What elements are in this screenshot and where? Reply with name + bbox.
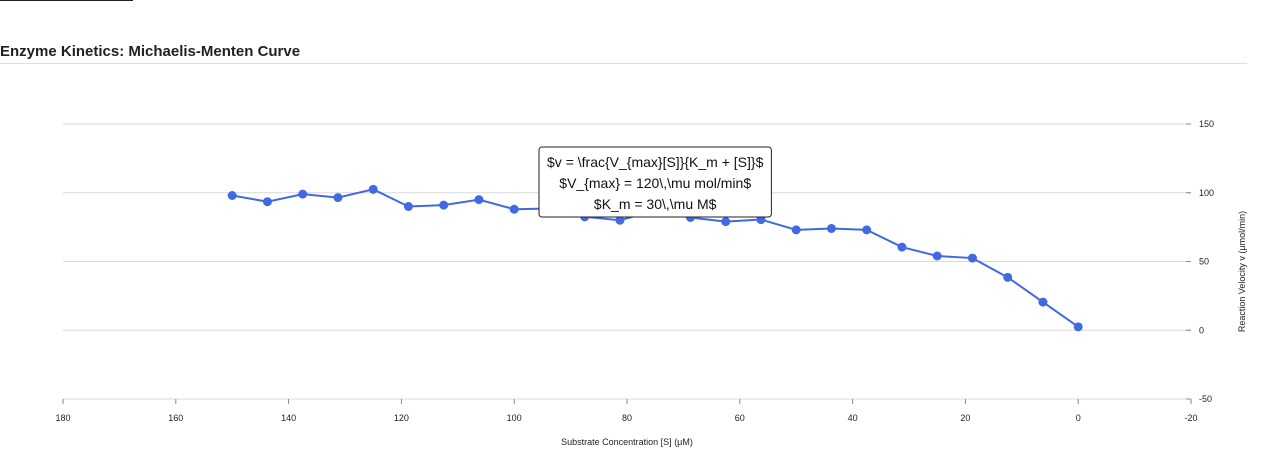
data-point [615, 215, 625, 225]
x-axis-label: Substrate Concentration [S] (μM) [561, 437, 693, 447]
data-point [1038, 297, 1048, 307]
annotation-text: $v = \frac{V_{max}[S]}{K_m + [S]}$ [547, 154, 764, 170]
x-tick-label: 80 [622, 413, 632, 423]
annotation-text: $V_{max} = 120\,\mu mol/min$ [559, 175, 751, 191]
title-divider [0, 63, 1247, 64]
x-tick-label: 40 [848, 413, 858, 423]
data-point [509, 204, 519, 214]
data-point [721, 217, 731, 227]
data-point [227, 191, 237, 200]
annotation-layer: $v = \frac{V_{max}[S]}{K_m + [S]}$ $V_{ma… [538, 146, 772, 218]
x-tick-label: 60 [735, 413, 745, 423]
x-tick-label: 120 [394, 413, 409, 423]
data-point [967, 253, 977, 263]
top-divider [0, 0, 133, 1]
annotation-text: $K_m = 30\,\mu M$ [594, 196, 717, 212]
x-tick-label: 20 [960, 413, 970, 423]
data-point [862, 225, 872, 235]
data-point [298, 189, 308, 199]
data-point [897, 242, 907, 252]
y-axis-label: Reaction Velocity v (μmol/min) [1237, 211, 1247, 332]
x-tick-label: 160 [168, 413, 183, 423]
data-point [262, 197, 272, 207]
data-point [403, 202, 413, 211]
y-tick-label: 100 [1199, 188, 1214, 198]
gridlines [63, 123, 1191, 400]
data-point [1003, 272, 1013, 282]
data-point [474, 195, 484, 205]
data-point [333, 193, 343, 203]
data-point [932, 251, 942, 261]
data-point [1073, 322, 1083, 332]
y-tick-label: 50 [1199, 257, 1209, 267]
data-point [439, 200, 449, 210]
y-tick-label: 150 [1199, 119, 1214, 129]
chart-title: Enzyme Kinetics: Michaelis-Menten Curve [0, 43, 301, 60]
data-point [368, 184, 378, 194]
axes: -50 0 50 100 150 180 160 140 120 100 80 60 40 20 0 -20 S… [55, 119, 1247, 447]
x-tick-label: 100 [507, 413, 522, 423]
data-point [791, 225, 801, 235]
x-tick-label: -20 [1184, 413, 1197, 423]
y-tick-label: -50 [1199, 394, 1212, 404]
data-point [826, 224, 836, 233]
x-tick-label: 180 [55, 413, 70, 423]
x-tick-label: 0 [1076, 413, 1081, 423]
annotation-box [538, 146, 772, 218]
x-tick-label: 140 [281, 413, 296, 423]
y-tick-label: 0 [1199, 325, 1204, 335]
